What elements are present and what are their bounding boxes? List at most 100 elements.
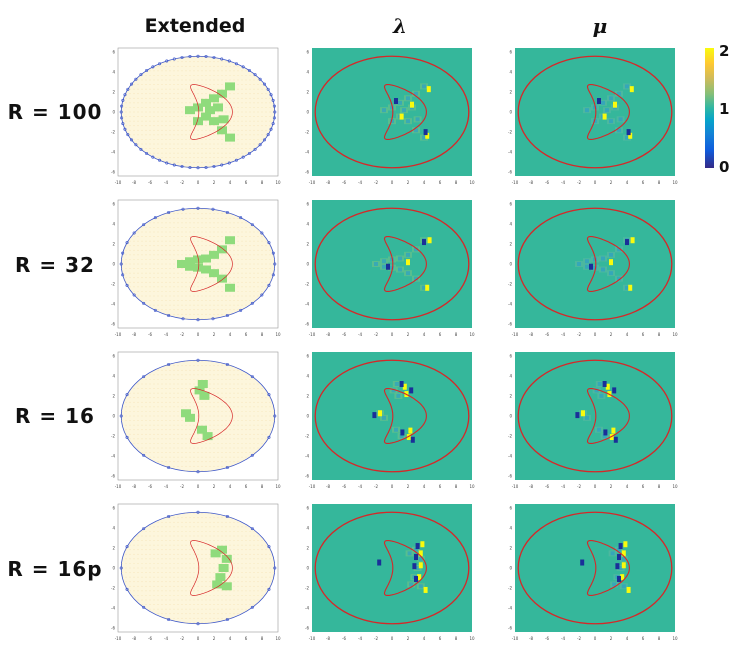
x-tick-label: -2 — [374, 332, 378, 337]
y-tick-label: 0 — [112, 262, 115, 267]
x-tick-label: -8 — [132, 484, 136, 489]
x-tick-label: 8 — [261, 484, 264, 489]
y-tick-label: 0 — [306, 262, 309, 267]
y-tick-label: 6 — [306, 354, 309, 359]
x-tick-label: 10 — [469, 332, 475, 337]
kite-boundary — [383, 388, 427, 444]
x-tick-label: 6 — [642, 332, 645, 337]
row-label-r32: R = 32 — [15, 253, 95, 277]
y-tick-label: 0 — [509, 262, 512, 267]
x-tick-label: -6 — [545, 180, 549, 185]
y-tick-label: -2 — [305, 130, 309, 135]
outer-ellipse — [314, 55, 470, 169]
x-tick-label: 4 — [229, 484, 232, 489]
x-tick-label: -10 — [115, 332, 122, 337]
field-background — [312, 352, 472, 480]
panel-r32-mu: -10 -8 -6 -4 -2 0 2 4 6 8 10 6 4 2 0 -2 -4 -6 — [508, 200, 678, 337]
x-tick-label: 2 — [407, 636, 410, 641]
x-tick-label: -10 — [115, 484, 122, 489]
x-tick-label: 2 — [407, 484, 410, 489]
panel-r16-mu: -10 -8 -6 -4 -2 0 2 4 6 8 10 6 4 2 0 -2 -4 -6 — [508, 352, 678, 489]
y-tick-label: -4 — [111, 606, 115, 611]
x-tick-label: -2 — [374, 484, 378, 489]
y-tick-label: 6 — [112, 202, 115, 207]
row-label-r16p: R = 16p — [7, 557, 103, 581]
x-tick-label: 10 — [275, 332, 281, 337]
x-tick-label: 0 — [594, 484, 597, 489]
y-tick-label: 4 — [509, 374, 512, 379]
x-tick-label: -8 — [529, 332, 533, 337]
y-tick-label: -2 — [111, 130, 115, 135]
x-tick-label: -6 — [545, 332, 549, 337]
x-tick-label: -4 — [358, 484, 362, 489]
field-background — [515, 48, 675, 176]
x-tick-label: 2 — [610, 484, 613, 489]
y-tick-label: 0 — [112, 566, 115, 571]
y-tick-label: -6 — [508, 170, 512, 175]
y-tick-label: -6 — [305, 474, 309, 479]
x-tick-label: -4 — [164, 636, 168, 641]
y-tick-label: -4 — [111, 302, 115, 307]
x-tick-label: -4 — [164, 484, 168, 489]
y-tick-label: 6 — [306, 50, 309, 55]
x-tick-label: 8 — [261, 180, 264, 185]
r16-extended-axis-ticks: -10 -8 -6 -4 -2 0 2 4 6 8 10 6 4 2 0 -2 -4 -6 — [111, 354, 281, 490]
y-tick-label: -6 — [508, 322, 512, 327]
y-tick-label: 2 — [306, 90, 309, 95]
x-tick-label: -8 — [132, 332, 136, 337]
y-tick-label: -4 — [111, 454, 115, 459]
field-background — [312, 200, 472, 328]
inversion-region — [177, 236, 235, 292]
y-tick-label: 0 — [306, 414, 309, 419]
x-tick-label: -8 — [132, 636, 136, 641]
y-tick-label: 2 — [112, 242, 115, 247]
colorbar: 2 1 0 — [705, 44, 745, 176]
x-tick-label: 10 — [672, 484, 678, 489]
y-tick-label: 0 — [306, 110, 309, 115]
field-background — [515, 200, 675, 328]
x-tick-label: -8 — [326, 484, 330, 489]
x-tick-label: -10 — [512, 636, 519, 641]
x-tick-label: 8 — [658, 636, 661, 641]
y-tick-label: -6 — [508, 626, 512, 631]
boundary-points — [119, 358, 277, 474]
y-tick-label: -2 — [111, 282, 115, 287]
r32-extended-axis-ticks: -10 -8 -6 -4 -2 0 2 4 6 8 10 6 4 2 0 -2 -4 -6 — [111, 202, 281, 338]
x-tick-label: 0 — [391, 332, 394, 337]
x-tick-label: 10 — [469, 636, 475, 641]
x-tick-label: 2 — [610, 636, 613, 641]
x-tick-label: 0 — [594, 332, 597, 337]
x-tick-label: -2 — [374, 636, 378, 641]
x-tick-label: -4 — [561, 636, 565, 641]
x-tick-label: -2 — [577, 332, 581, 337]
r16-lambda-axis-ticks: -10 -8 -6 -4 -2 0 2 4 6 8 10 6 4 2 0 -2 -4 -6 — [305, 354, 475, 490]
x-tick-label: -10 — [309, 636, 316, 641]
r32-lambda-axis-ticks: -10 -8 -6 -4 -2 0 2 4 6 8 10 6 4 2 0 -2 -4 -6 — [305, 202, 475, 338]
x-tick-label: -10 — [512, 484, 519, 489]
y-tick-label: 4 — [306, 526, 309, 531]
x-tick-label: -8 — [529, 484, 533, 489]
x-tick-label: -8 — [529, 180, 533, 185]
y-tick-label: 2 — [112, 394, 115, 399]
x-tick-label: -10 — [115, 636, 122, 641]
kite-boundary — [383, 84, 427, 140]
x-tick-label: 0 — [197, 636, 200, 641]
field-background — [515, 504, 675, 632]
field-background — [312, 48, 472, 176]
x-tick-label: 2 — [213, 332, 216, 337]
r16p-mu-axis-ticks: -10 -8 -6 -4 -2 0 2 4 6 8 10 6 4 2 0 -2 -4 -6 — [508, 506, 678, 642]
y-tick-label: -2 — [111, 434, 115, 439]
panel-r32-extended: -10 -8 -6 -4 -2 0 2 4 6 8 10 6 4 2 0 -2 -4 -6 — [111, 199, 281, 337]
y-tick-label: -2 — [111, 586, 115, 591]
x-tick-label: 6 — [439, 180, 442, 185]
panel-r100-lambda: -10 -8 -6 -4 -2 0 2 4 6 8 10 6 4 2 0 -2 -4 -6 — [305, 48, 475, 185]
x-tick-label: -10 — [512, 180, 519, 185]
y-tick-label: -6 — [111, 626, 115, 631]
y-tick-label: 2 — [306, 546, 309, 551]
y-tick-label: -4 — [305, 302, 309, 307]
y-tick-label: 4 — [306, 222, 309, 227]
kite-boundary — [190, 84, 233, 140]
x-tick-label: 8 — [658, 332, 661, 337]
x-tick-label: 0 — [391, 484, 394, 489]
x-tick-label: 4 — [229, 180, 232, 185]
